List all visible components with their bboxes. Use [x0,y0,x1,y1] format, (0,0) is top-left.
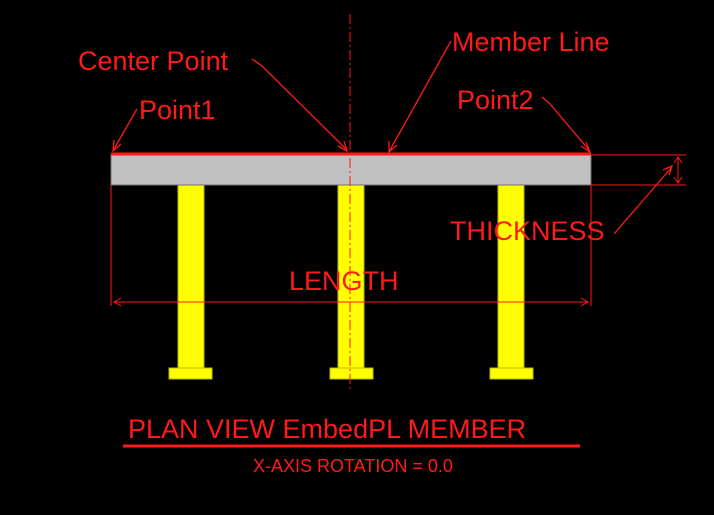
rotation-subtitle: X-AXIS ROTATION = 0.0 [253,456,453,476]
center-point-leader [251,58,347,150]
length-label: LENGTH [289,266,399,296]
center-point-label: Center Point [78,46,229,76]
stud-center [329,184,374,380]
embed-plate [110,154,592,186]
length-dimension [110,185,592,307]
thickness-dimension [591,154,686,186]
point2-label: Point2 [457,85,534,115]
point2-leader [541,96,590,151]
stud-right [489,184,534,380]
member-line-leader [389,40,452,151]
leaders [112,40,674,235]
point1-label: Point1 [139,95,216,125]
diagram-title: PLAN VIEW EmbedPL MEMBER [128,414,526,444]
stud-left [168,184,213,380]
thickness-leader [613,167,672,235]
thickness-label: THICKNESS [450,216,605,246]
point1-leader [113,108,138,150]
member-line-label: Member Line [452,27,610,57]
